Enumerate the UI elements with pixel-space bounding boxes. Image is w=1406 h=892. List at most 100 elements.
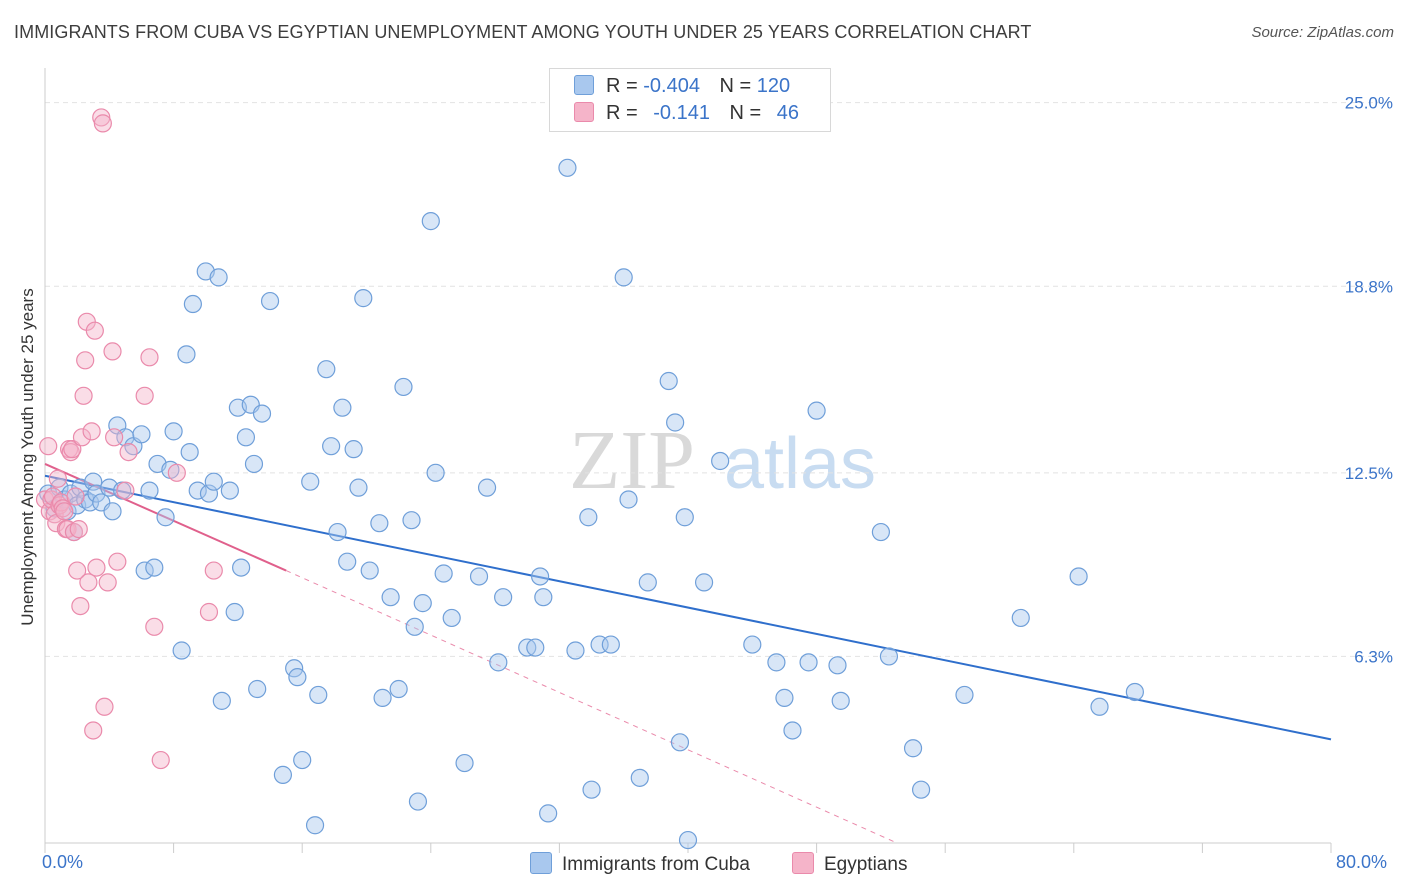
data-point-egyptians: [68, 561, 87, 580]
data-point-cuba: [783, 721, 802, 740]
data-point-cuba: [305, 816, 325, 835]
data-point-cuba: [338, 552, 357, 571]
data-point-cuba: [694, 573, 714, 592]
data-point-cuba: [494, 588, 513, 607]
y-axis-label: Unemployment Among Youth under 25 years: [18, 288, 37, 626]
data-point-cuba: [711, 451, 730, 471]
data-point-egyptians: [79, 573, 98, 592]
data-point-cuba: [344, 440, 363, 459]
data-point-cuba: [743, 635, 762, 654]
data-point-egyptians: [167, 463, 186, 482]
data-point-cuba: [301, 472, 320, 491]
data-point-cuba: [309, 685, 328, 705]
data-point-cuba: [477, 478, 497, 497]
data-point-cuba: [469, 567, 489, 586]
data-point-egyptians: [61, 442, 80, 462]
data-point-cuba: [354, 289, 373, 308]
data-point-egyptians: [105, 428, 124, 447]
legend-n-value: 120: [756, 75, 791, 97]
data-point-cuba: [322, 437, 341, 456]
data-point-cuba: [132, 425, 151, 444]
data-point-cuba: [180, 442, 199, 462]
data-point-cuba: [619, 490, 638, 509]
data-point-cuba: [145, 558, 164, 577]
data-point-cuba: [534, 588, 553, 607]
data-point-cuba: [328, 522, 347, 542]
data-point-egyptians: [135, 386, 154, 405]
data-point-cuba: [370, 514, 389, 533]
data-point-cuba: [394, 377, 413, 397]
data-point-cuba: [1011, 608, 1030, 628]
data-point-egyptians: [119, 442, 138, 462]
data-point-egyptians: [204, 561, 223, 580]
legend-n-label: N =: [719, 75, 752, 97]
legend-swatch-egyptians: [574, 102, 594, 122]
data-point-egyptians: [140, 348, 159, 367]
legend-row-cuba: R = -0.404 N = 120: [574, 75, 790, 99]
data-point-cuba: [421, 212, 440, 231]
bottom-legend-egyptians: Egyptians: [792, 852, 907, 876]
data-point-cuba: [273, 765, 293, 784]
watermark-atlas: atlas: [724, 424, 876, 504]
data-point-egyptians: [87, 558, 106, 577]
legend: R = -0.404 N = 120 R = -0.141 N = 46: [549, 68, 831, 132]
data-point-cuba: [244, 454, 264, 474]
data-point-egyptians: [69, 519, 88, 539]
trend-line-cuba: [44, 474, 1332, 741]
data-point-egyptians: [93, 114, 112, 133]
legend-r-label: R =: [606, 102, 638, 124]
data-point-egyptians: [145, 617, 164, 636]
data-point-cuba: [349, 478, 368, 497]
data-point-cuba: [903, 739, 923, 758]
data-point-egyptians: [48, 469, 67, 488]
data-point-cuba: [103, 502, 122, 521]
x-axis-min-label: 0.0%: [42, 852, 84, 872]
data-point-cuba: [172, 641, 191, 660]
data-point-cuba: [183, 294, 202, 314]
data-point-egyptians: [64, 522, 84, 542]
data-point-egyptians: [55, 502, 74, 521]
data-point-cuba: [767, 653, 786, 672]
data-point-egyptians: [53, 499, 72, 518]
data-point-egyptians: [85, 321, 104, 340]
data-point-cuba: [775, 688, 794, 707]
data-point-cuba: [566, 641, 585, 660]
bottom-legend-label-egyptians: Egyptians: [824, 854, 908, 875]
data-point-cuba: [666, 413, 685, 432]
data-point-cuba: [630, 768, 649, 787]
data-point-cuba: [455, 753, 474, 773]
data-point-cuba: [188, 481, 207, 500]
legend-r-value: -0.404: [643, 75, 700, 97]
data-point-cuba: [209, 268, 228, 287]
data-point-cuba: [405, 617, 424, 636]
data-point-cuba: [1069, 567, 1088, 586]
data-point-egyptians: [76, 351, 95, 370]
data-point-cuba: [879, 647, 899, 666]
data-point-cuba: [140, 481, 159, 500]
data-point-egyptians: [74, 386, 93, 405]
y-tick-label: 12.5%: [1345, 464, 1393, 483]
data-point-cuba: [1090, 697, 1109, 716]
data-point-cuba: [373, 688, 392, 707]
data-point-cuba: [1125, 682, 1144, 702]
data-point-cuba: [225, 602, 244, 622]
bottom-legend-swatch-cuba: [530, 852, 552, 874]
data-point-egyptians: [72, 428, 92, 447]
data-point-cuba: [659, 371, 678, 391]
data-point-cuba: [831, 691, 850, 710]
chart-title: IMMIGRANTS FROM CUBA VS EGYPTIAN UNEMPLO…: [14, 22, 1032, 42]
data-point-egyptians: [82, 422, 101, 441]
data-point-cuba: [911, 780, 931, 799]
series-egyptians-points: [35, 108, 223, 770]
data-point-cuba: [293, 750, 312, 770]
data-point-cuba: [260, 291, 280, 311]
data-point-cuba: [84, 472, 103, 491]
legend-r-value: -0.141: [653, 102, 710, 124]
data-point-cuba: [442, 608, 461, 628]
data-point-cuba: [199, 484, 219, 503]
data-point-egyptians: [199, 602, 219, 622]
data-point-cuba: [638, 573, 657, 592]
data-point-cuba: [582, 780, 601, 799]
data-point-cuba: [489, 653, 508, 672]
